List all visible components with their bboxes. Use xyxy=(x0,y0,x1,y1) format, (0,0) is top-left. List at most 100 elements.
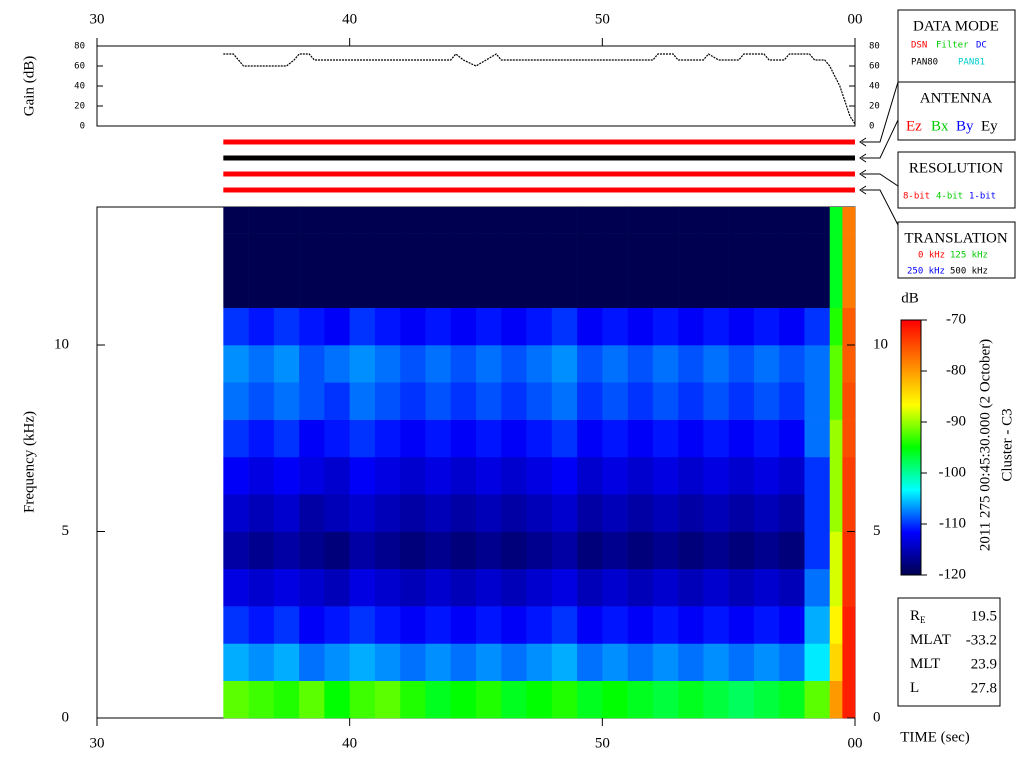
cell xyxy=(273,345,300,383)
info-label-sub: E xyxy=(920,615,926,625)
info-value: -33.2 xyxy=(966,632,997,648)
cell xyxy=(248,456,275,495)
cell xyxy=(577,345,603,383)
cell xyxy=(804,494,831,532)
cell xyxy=(223,606,249,644)
cell xyxy=(501,207,527,234)
cell xyxy=(374,233,401,271)
cell xyxy=(678,419,704,458)
cell xyxy=(842,345,856,383)
cell xyxy=(501,606,527,644)
cell xyxy=(703,531,729,570)
cell xyxy=(400,207,426,234)
cell xyxy=(374,680,401,719)
cell xyxy=(779,494,805,532)
x-tick-label: 00 xyxy=(848,11,863,27)
cell xyxy=(425,233,452,271)
cell xyxy=(324,307,350,346)
panel-item: 4-bit xyxy=(936,192,963,202)
timestamp: 2011 275 00:45:30.000 (2 October) xyxy=(977,339,993,551)
cell xyxy=(223,643,249,682)
cell xyxy=(273,207,300,234)
cell xyxy=(450,233,477,271)
cell xyxy=(602,270,628,309)
cell xyxy=(374,270,401,309)
cell xyxy=(476,643,502,682)
cell xyxy=(804,680,831,719)
cell xyxy=(349,307,376,346)
cell xyxy=(273,419,300,458)
x-tick-label: 40 xyxy=(342,11,357,27)
cell xyxy=(349,270,376,309)
cell xyxy=(450,382,477,420)
cell xyxy=(299,680,325,719)
cell xyxy=(577,643,603,682)
cell xyxy=(577,419,603,458)
cell xyxy=(753,606,780,644)
cell xyxy=(248,419,275,458)
cell xyxy=(703,233,729,271)
colorbar-label: dB xyxy=(901,290,919,306)
cell xyxy=(602,606,628,644)
x-tick-label: 30 xyxy=(90,11,105,27)
cell xyxy=(400,307,426,346)
cell xyxy=(728,307,755,346)
cell xyxy=(842,568,856,607)
cell xyxy=(627,419,654,458)
cell xyxy=(652,568,679,607)
cell xyxy=(804,382,831,420)
cell xyxy=(501,643,527,682)
info-label: L xyxy=(910,680,919,696)
cell xyxy=(476,345,502,383)
colorbar-tick-label: -110 xyxy=(939,515,966,531)
cell xyxy=(400,494,426,532)
cell xyxy=(551,531,578,570)
cell xyxy=(299,606,325,644)
cell xyxy=(842,382,856,420)
cell xyxy=(627,270,654,309)
cell xyxy=(602,680,628,719)
panel-box xyxy=(897,81,1016,141)
y-tick-label: 10 xyxy=(873,336,888,352)
cell xyxy=(374,606,401,644)
cell xyxy=(779,233,805,271)
cell xyxy=(627,568,654,607)
frequency-label: Frequency (kHz) xyxy=(21,411,37,513)
cell xyxy=(842,456,856,495)
cell xyxy=(577,531,603,570)
cell xyxy=(728,494,755,532)
cell xyxy=(551,680,578,719)
cell xyxy=(577,233,603,271)
cell xyxy=(324,494,350,532)
cell xyxy=(829,531,843,570)
cell xyxy=(678,494,704,532)
panel-item: 0 kHz xyxy=(918,251,945,261)
cell xyxy=(753,345,780,383)
cell xyxy=(804,456,831,495)
y-tick-label: 80 xyxy=(74,42,85,52)
y-tick-label: 5 xyxy=(873,523,881,539)
cell xyxy=(842,680,856,719)
colorbar-tick-label: -100 xyxy=(939,464,967,480)
cell xyxy=(577,680,603,719)
cell xyxy=(728,531,755,570)
cell xyxy=(501,494,527,532)
cell xyxy=(349,456,376,495)
info-label-text: L xyxy=(910,680,919,696)
colorbar-tick-label: -120 xyxy=(939,566,967,582)
cell xyxy=(248,606,275,644)
cell xyxy=(501,568,527,607)
cell xyxy=(425,531,452,570)
cell xyxy=(248,382,275,420)
cell xyxy=(273,494,300,532)
cell xyxy=(501,456,527,495)
cell xyxy=(779,531,805,570)
cell xyxy=(501,345,527,383)
cell xyxy=(703,568,729,607)
cell xyxy=(728,382,755,420)
cell xyxy=(273,568,300,607)
cell xyxy=(526,680,553,719)
panel-title: TRANSLATION xyxy=(904,230,1007,246)
cell xyxy=(273,382,300,420)
x-tick-label: 50 xyxy=(595,11,610,27)
